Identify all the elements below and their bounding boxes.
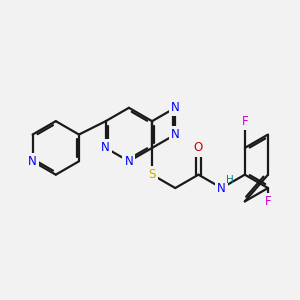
Text: N: N: [171, 128, 180, 141]
Text: N: N: [28, 155, 37, 168]
Text: N: N: [171, 101, 180, 114]
Text: N: N: [124, 155, 133, 168]
Text: O: O: [194, 141, 203, 154]
Text: F: F: [242, 115, 248, 128]
Text: S: S: [148, 168, 156, 181]
Text: N: N: [101, 141, 110, 154]
Text: N: N: [217, 182, 226, 194]
Text: H: H: [226, 175, 234, 185]
Text: F: F: [265, 195, 271, 208]
